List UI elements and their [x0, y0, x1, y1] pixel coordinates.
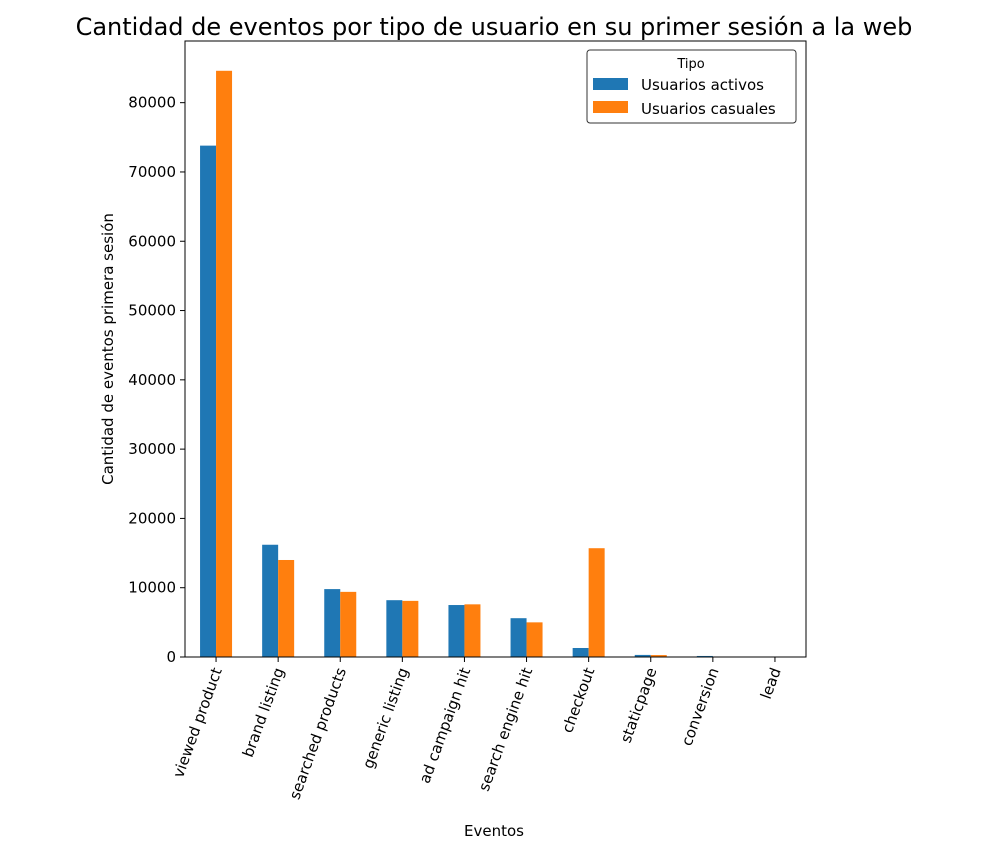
legend-label-activos: Usuarios activos: [641, 76, 764, 94]
bar-activos: [634, 654, 651, 657]
legend-frame: [586, 49, 797, 124]
y-axis-label: Cantidad de eventos primera sesión: [99, 213, 117, 485]
x-tick-label: lead: [757, 665, 785, 701]
axes-frame: [184, 40, 807, 658]
bar-activos: [200, 145, 217, 657]
x-tick-label: viewed product: [169, 665, 226, 780]
bar-casuales: [588, 548, 605, 657]
bar-casuales: [650, 655, 667, 657]
bar-casuales: [340, 591, 357, 657]
bar-activos: [696, 655, 713, 657]
y-tick-label: 50000: [128, 302, 176, 320]
bar-casuales: [278, 559, 295, 657]
y-tick-label: 20000: [128, 509, 176, 527]
legend-label-casuales: Usuarios casuales: [641, 100, 776, 118]
y-tick-label: 40000: [128, 371, 176, 389]
bar-activos: [510, 618, 527, 657]
bar-casuales: [526, 622, 543, 657]
legend-swatch-casuales: [593, 101, 628, 113]
bar-activos: [386, 600, 403, 657]
y-tick-label: 60000: [128, 232, 176, 250]
legend-title: Tipo: [676, 57, 704, 72]
bar-activos: [324, 589, 341, 657]
y-tick-label: 30000: [128, 440, 176, 458]
x-tick-label: generic listing: [359, 665, 412, 771]
bar-casuales: [464, 604, 481, 657]
legend-swatch-activos: [593, 78, 628, 90]
bar-activos: [448, 605, 465, 657]
bar-activos: [262, 544, 279, 657]
x-tick-label: checkout: [558, 665, 598, 735]
plot-area: 0 10000 20000 30000 40000 50000 60000 70000 8000…: [128, 40, 807, 802]
bar-activos: [572, 647, 589, 657]
x-tick-label: search engine hit: [475, 665, 536, 794]
y-tick-label: 80000: [128, 94, 176, 112]
legend: Tipo Usuarios activos Usuarios casuales: [586, 49, 797, 124]
x-axis-label: Eventos: [464, 822, 524, 840]
y-tick-label: 70000: [128, 163, 176, 181]
bar-casuales: [402, 600, 419, 657]
y-tick-label: 10000: [128, 579, 176, 597]
x-tick-label: ad campaign hit: [416, 665, 475, 786]
x-tick-label: staticpage: [617, 665, 661, 745]
y-tick-label: 0: [166, 648, 176, 666]
x-tick-label: brand listing: [239, 665, 288, 759]
x-tick-label: searched products: [286, 665, 350, 802]
chart-title: Cantidad de eventos por tipo de usuario …: [76, 13, 913, 41]
bar-casuales: [216, 70, 233, 657]
x-tick-label: conversion: [678, 665, 723, 748]
